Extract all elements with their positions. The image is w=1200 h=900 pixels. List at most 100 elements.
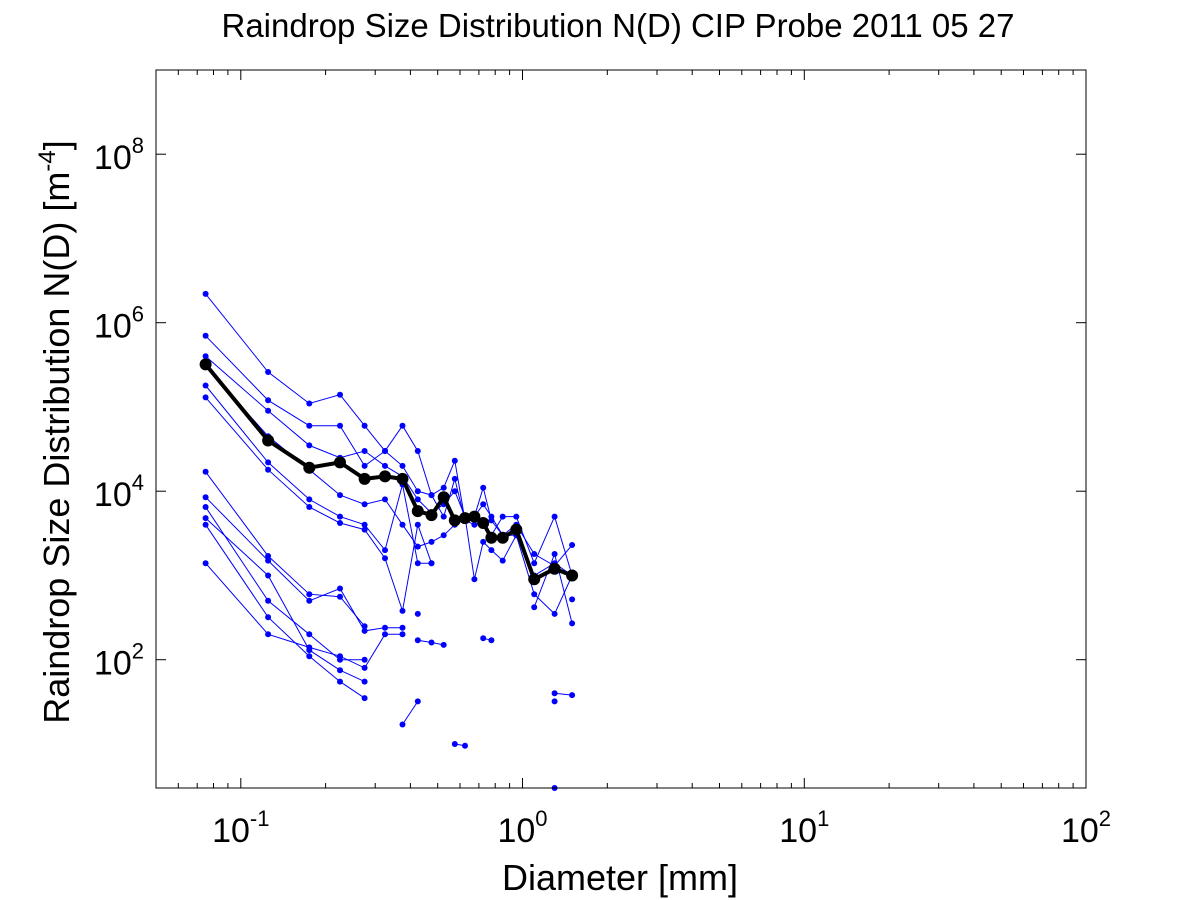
x-tick-label: 102: [1061, 806, 1111, 850]
series-6-point: [414, 543, 421, 550]
tick-layer: [155, 70, 1087, 788]
mean-point: [437, 491, 450, 504]
series-8-point: [399, 624, 406, 631]
chart-title: Raindrop Size Distribution N(D) CIP Prob…: [221, 7, 1014, 44]
series-21-point: [569, 596, 576, 603]
series-4-point: [382, 547, 388, 554]
series-2-point: [306, 422, 313, 429]
series-4-point: [202, 382, 209, 389]
series-5-point: [202, 394, 209, 401]
series-2-point: [440, 513, 447, 520]
series-3-point: [361, 448, 368, 454]
mean-point: [566, 569, 579, 582]
series-17-point: [414, 610, 421, 617]
mean-point: [448, 514, 461, 527]
series-1-point: [414, 448, 421, 454]
series-9-point: [202, 504, 209, 510]
mean-layer: [199, 358, 579, 586]
y-tick-label: 102: [94, 639, 144, 683]
series-11-point: [337, 678, 343, 685]
series-9-point: [306, 631, 313, 638]
mean-point: [334, 456, 346, 469]
series-2-point: [471, 521, 478, 528]
series-3-point: [202, 353, 209, 360]
series-6-point: [361, 501, 368, 508]
series-line-15: [402, 701, 419, 725]
series-3-point: [480, 501, 487, 508]
series-13-point: [414, 637, 421, 644]
mean-point: [396, 472, 409, 485]
series-6-point: [440, 532, 447, 539]
series-3-point: [488, 513, 495, 520]
series-line-3: [205, 355, 573, 577]
series-6-point: [471, 576, 478, 583]
series-3-point: [451, 488, 458, 495]
series-12-point: [399, 631, 406, 638]
series-2-point: [337, 422, 343, 429]
series-12-point: [265, 631, 272, 638]
series-1-point: [569, 542, 576, 548]
series-1-point: [440, 484, 447, 491]
series-7-point: [265, 553, 272, 559]
mean-point: [379, 470, 391, 483]
series-line-9: [205, 506, 365, 661]
series-2-point: [513, 513, 520, 520]
series-3-point: [382, 462, 388, 469]
series-6-point: [480, 538, 487, 545]
series-2-point: [361, 462, 368, 469]
series-8-point: [202, 494, 209, 501]
series-line-6: [205, 366, 573, 615]
mean-point: [425, 509, 438, 522]
mean-point: [411, 505, 424, 518]
y-tick-label: 104: [94, 470, 144, 514]
series-1-point: [306, 400, 313, 407]
series-2-point: [265, 397, 272, 404]
series-5-point: [399, 607, 406, 614]
series-1-point: [202, 290, 209, 297]
series-11-point: [306, 653, 313, 660]
y-tick-label: 106: [94, 302, 144, 346]
series-6-point: [551, 610, 558, 617]
series-6-point: [488, 547, 495, 554]
series-18-point: [551, 551, 558, 557]
series-4-point: [306, 496, 313, 503]
y-axis-label-close: ]: [36, 140, 77, 150]
series-2-point: [399, 462, 406, 469]
series-5-point: [306, 504, 313, 510]
series-5-point: [382, 555, 388, 562]
x-axis-label: Diameter [mm]: [502, 857, 738, 898]
plot-frame: [155, 69, 1087, 789]
series-12-point: [361, 664, 368, 671]
series-line-4: [205, 385, 432, 564]
mean-point: [303, 461, 316, 474]
series-8-point: [337, 585, 343, 592]
series-7-point: [337, 593, 343, 600]
series-2-point: [531, 560, 538, 567]
series-1-point: [399, 422, 406, 429]
series-16-point: [462, 742, 468, 749]
series-2-point: [551, 513, 558, 520]
series-1-point: [480, 484, 487, 491]
series-1-point: [265, 369, 272, 375]
series-line-12: [205, 562, 403, 669]
series-5-point: [265, 466, 272, 473]
series-4-point: [361, 521, 368, 528]
series-1-point: [337, 391, 343, 398]
y-axis-label: Raindrop Size Distribution N(D) [m-4]: [34, 140, 77, 724]
series-6-point: [399, 521, 406, 528]
series-11-point: [202, 521, 209, 528]
mean-point: [468, 510, 481, 523]
series-3-point: [306, 442, 313, 449]
series-6-point: [531, 591, 538, 598]
series-13-point: [440, 641, 447, 648]
series-12-point: [306, 644, 313, 651]
series-11-point: [265, 614, 272, 621]
series-2-point: [382, 448, 388, 454]
y-tick-label: 108: [94, 133, 144, 177]
series-14-point: [488, 637, 495, 644]
mean-point: [459, 512, 471, 525]
series-10-point: [337, 667, 343, 674]
mean-point: [199, 358, 212, 371]
mean-point: [510, 523, 523, 536]
